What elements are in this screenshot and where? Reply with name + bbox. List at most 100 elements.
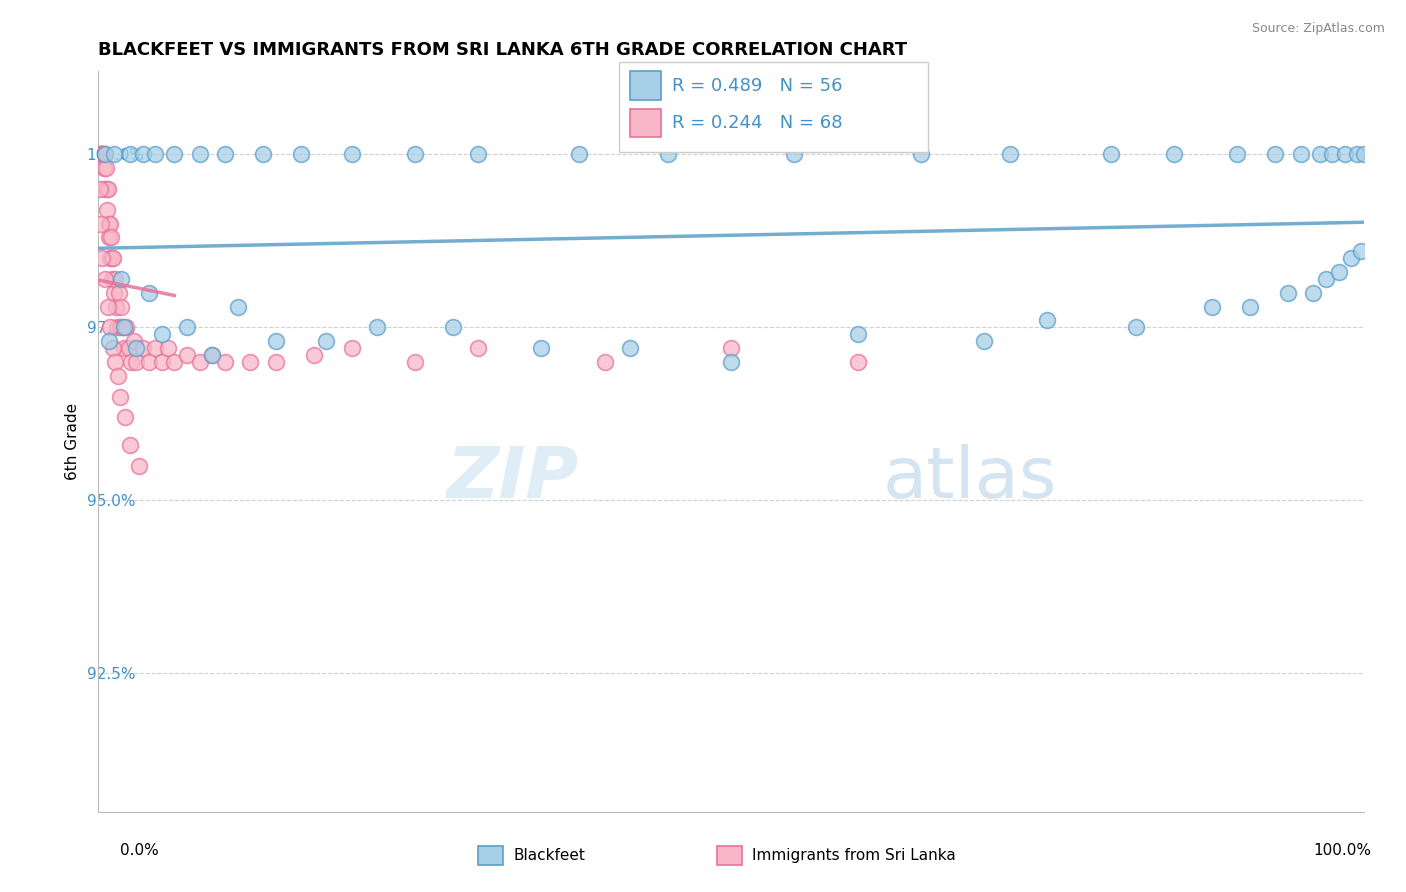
Point <box>107 368 129 383</box>
Point <box>150 355 173 369</box>
Point <box>120 147 141 161</box>
Point <box>94 272 117 286</box>
Point <box>1347 147 1369 161</box>
Point <box>973 334 995 349</box>
Point <box>290 147 312 161</box>
Point <box>910 147 932 161</box>
Point <box>91 147 114 161</box>
Point <box>89 182 111 196</box>
Point <box>530 341 553 355</box>
Point <box>1226 147 1249 161</box>
Point <box>1350 244 1372 259</box>
Point <box>110 272 132 286</box>
Point <box>1315 272 1337 286</box>
Point <box>846 327 869 342</box>
Text: R = 0.489   N = 56: R = 0.489 N = 56 <box>672 77 842 95</box>
Point <box>340 147 363 161</box>
Point <box>1036 313 1059 327</box>
Point <box>93 182 117 196</box>
Point <box>103 147 125 161</box>
Point <box>96 202 118 217</box>
Point <box>1333 147 1355 161</box>
Point <box>118 341 141 355</box>
Point <box>720 355 742 369</box>
Point <box>98 217 121 231</box>
Point <box>101 341 124 355</box>
Point <box>132 341 155 355</box>
Point <box>226 300 249 314</box>
Point <box>264 334 287 349</box>
Point <box>94 161 117 176</box>
Point <box>112 320 135 334</box>
Point <box>103 285 125 300</box>
Point <box>120 438 141 452</box>
Point <box>125 341 148 355</box>
Point <box>201 348 224 362</box>
Point <box>120 355 142 369</box>
Point <box>593 355 616 369</box>
Point <box>302 348 325 362</box>
Point <box>100 251 122 265</box>
Point <box>104 272 127 286</box>
Point <box>96 300 118 314</box>
Point <box>138 285 160 300</box>
Point <box>252 147 274 161</box>
Point <box>125 355 148 369</box>
Point <box>108 390 131 404</box>
Point <box>1289 147 1312 161</box>
Point <box>441 320 464 334</box>
Point <box>188 355 211 369</box>
Text: 100.0%: 100.0% <box>1313 843 1371 858</box>
Text: 0.0%: 0.0% <box>120 843 159 858</box>
Point <box>128 458 150 473</box>
Point <box>1327 265 1350 279</box>
Point <box>1302 285 1324 300</box>
Point <box>93 147 117 161</box>
Point <box>110 300 132 314</box>
Point <box>101 251 124 265</box>
Point <box>404 147 426 161</box>
Point <box>1125 320 1147 334</box>
Point <box>100 251 122 265</box>
Point <box>619 341 641 355</box>
Point <box>111 320 134 334</box>
Point <box>214 147 236 161</box>
Point <box>93 147 115 161</box>
Point <box>89 147 111 161</box>
Point <box>1099 147 1122 161</box>
Point <box>163 147 186 161</box>
Point <box>89 147 111 161</box>
Point <box>239 355 262 369</box>
Text: Immigrants from Sri Lanka: Immigrants from Sri Lanka <box>752 848 956 863</box>
Point <box>1201 300 1223 314</box>
Point <box>100 230 122 244</box>
Point <box>366 320 388 334</box>
Point <box>467 341 489 355</box>
Point <box>404 355 426 369</box>
Point <box>157 341 180 355</box>
Point <box>188 147 211 161</box>
Point <box>101 272 124 286</box>
Point <box>214 355 236 369</box>
Point <box>720 341 742 355</box>
Point <box>90 217 112 231</box>
Point <box>150 327 173 342</box>
Point <box>176 348 198 362</box>
Point <box>97 334 120 349</box>
Point <box>98 230 121 244</box>
Text: atlas: atlas <box>883 444 1057 513</box>
Text: Blackfeet: Blackfeet <box>513 848 585 863</box>
Point <box>1239 300 1261 314</box>
Point <box>783 147 806 161</box>
Point <box>97 217 120 231</box>
Point <box>91 251 114 265</box>
Point <box>846 355 869 369</box>
Point <box>264 355 287 369</box>
Point <box>114 410 136 425</box>
Point <box>97 182 120 196</box>
Text: ZIP: ZIP <box>447 444 579 513</box>
Point <box>93 161 115 176</box>
Point <box>132 147 155 161</box>
Point <box>1277 285 1299 300</box>
Text: R = 0.244   N = 68: R = 0.244 N = 68 <box>672 114 842 132</box>
